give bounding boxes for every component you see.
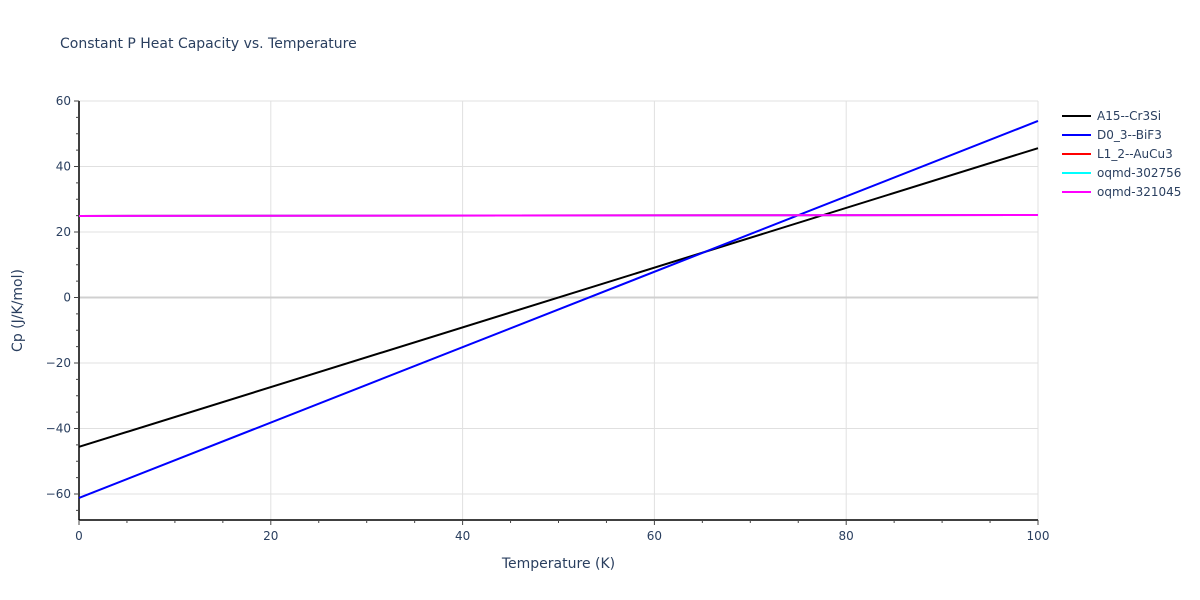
legend-item[interactable]: A15--Cr3Si [1062, 106, 1181, 125]
legend-label: oqmd-302756 [1097, 165, 1182, 180]
x-tick-label: 80 [839, 529, 854, 543]
legend-label: oqmd-321045 [1097, 184, 1182, 199]
legend-swatch-icon [1062, 114, 1091, 117]
series-line-A15--Cr3Si[interactable] [78, 147, 1039, 448]
legend-item[interactable]: oqmd-321045 [1062, 182, 1181, 201]
legend-swatch-icon [1062, 190, 1091, 193]
y-tick-label: 60 [56, 94, 71, 108]
y-axis-title: Cp (J/K/mol) [10, 269, 26, 352]
x-tick-label: 20 [263, 529, 278, 543]
y-tick-label: −20 [46, 356, 71, 370]
x-tick-label: 0 [75, 529, 83, 543]
legend-swatch-icon [1062, 152, 1091, 155]
legend-swatch-icon [1062, 171, 1091, 174]
legend-swatch-icon [1062, 133, 1091, 136]
series-line-oqmd-321045[interactable] [78, 213, 1039, 217]
legend-item[interactable]: L1_2--AuCu3 [1062, 144, 1181, 163]
legend-item[interactable]: D0_3--BiF3 [1062, 125, 1181, 144]
y-tick-label: −60 [46, 487, 71, 501]
y-tick-label: 0 [63, 291, 71, 305]
series-line-D0_3--BiF3[interactable] [78, 120, 1039, 499]
legend-label: D0_3--BiF3 [1097, 127, 1162, 142]
y-tick-label: 20 [56, 225, 71, 239]
x-axis-title: Temperature (K) [501, 556, 615, 572]
y-tick-label: 40 [56, 160, 71, 174]
legend-label: L1_2--AuCu3 [1097, 146, 1173, 161]
legend: A15--Cr3Si D0_3--BiF3 L1_2--AuCu3 oqmd-3027… [1062, 106, 1181, 201]
legend-label: A15--Cr3Si [1097, 108, 1162, 123]
legend-item[interactable]: oqmd-302756 [1062, 163, 1181, 182]
chart-title: Constant P Heat Capacity vs. Temperature [60, 36, 357, 52]
x-tick-label: 40 [455, 529, 470, 543]
x-tick-label: 60 [647, 529, 662, 543]
x-tick-label: 100 [1027, 529, 1050, 543]
y-tick-label: −40 [46, 422, 71, 436]
